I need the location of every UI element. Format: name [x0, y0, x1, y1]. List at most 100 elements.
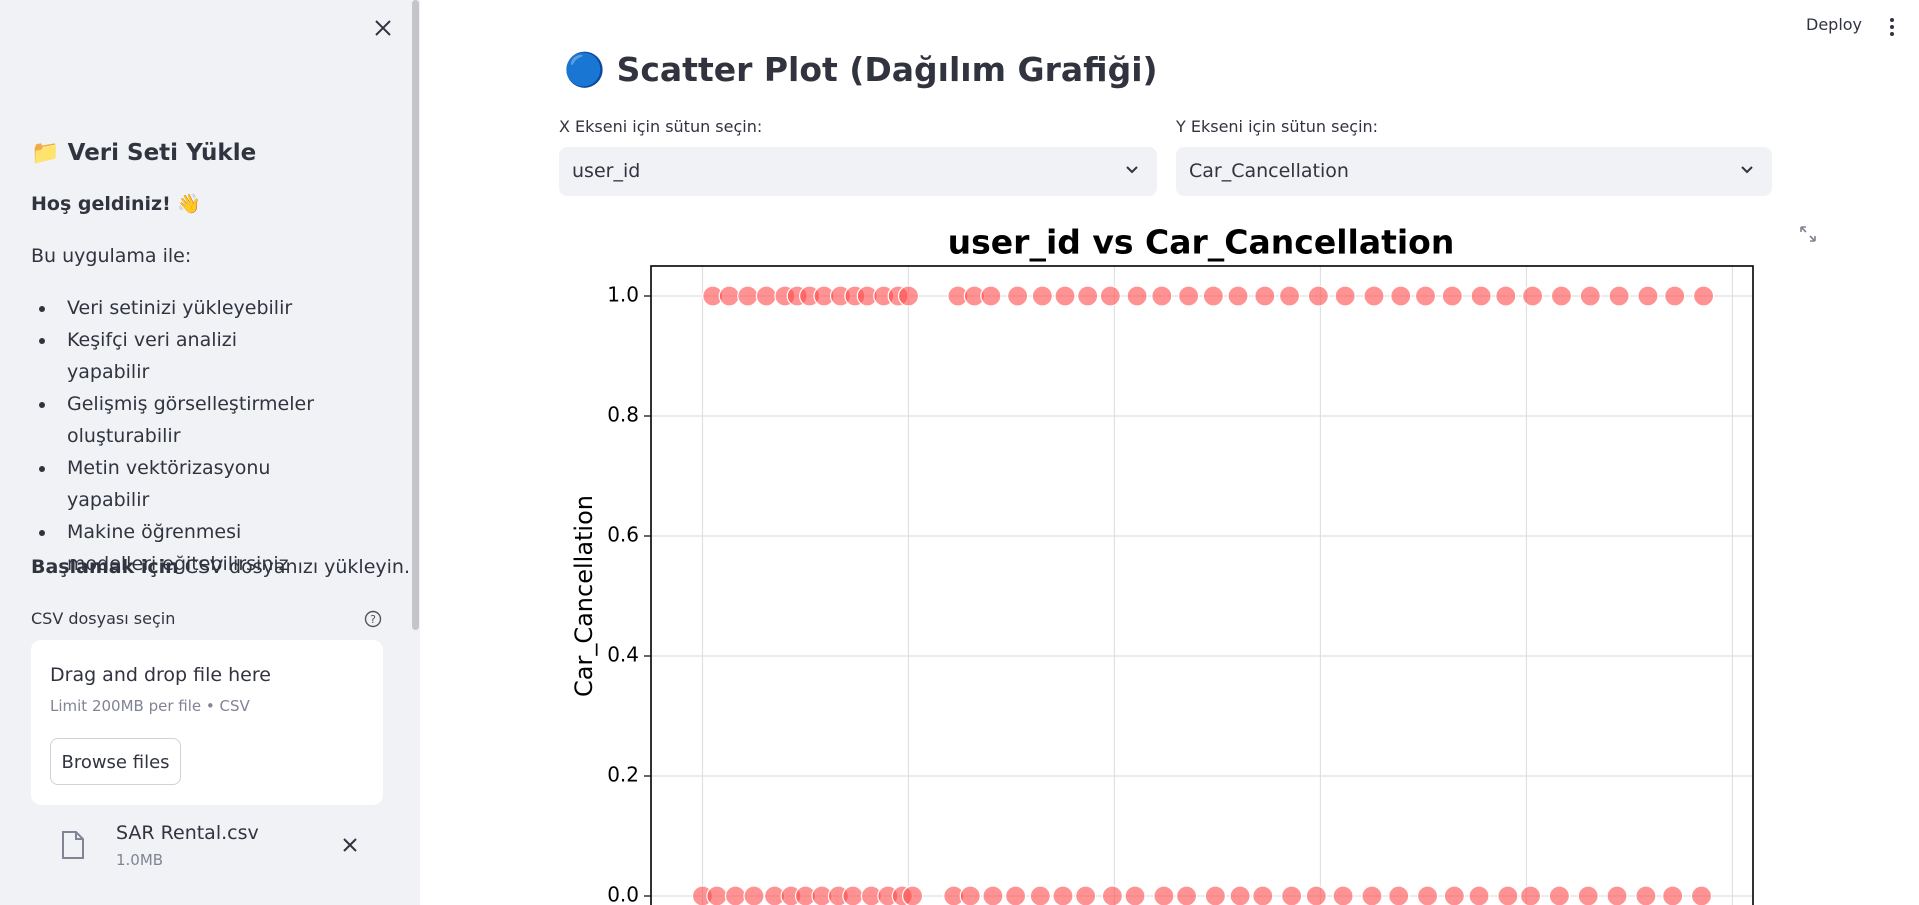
- point: [1548, 885, 1570, 905]
- point: [1363, 285, 1385, 307]
- point: [1151, 285, 1173, 307]
- start-rest: CSV dosyanızı yükleyin.: [184, 556, 410, 578]
- point: [1441, 285, 1463, 307]
- point: [1305, 885, 1327, 905]
- point: [1075, 885, 1097, 905]
- point: [1495, 285, 1517, 307]
- uploader-label: CSV dosyası seçin: [31, 609, 176, 628]
- welcome: Hoş geldiniz! 👋: [31, 193, 202, 215]
- chevron: [1126, 166, 1138, 174]
- point: [982, 885, 1004, 905]
- point: [1031, 285, 1053, 307]
- y-tick-label: 0.0: [607, 883, 639, 905]
- point: [1468, 885, 1490, 905]
- point: [1692, 285, 1715, 307]
- x-select-label: X Ekseni için sütun seçin:: [559, 117, 763, 136]
- point: [1579, 285, 1601, 307]
- point: [897, 285, 920, 307]
- page-title: 🔵 Scatter Plot (Dağılım Grafiği): [564, 50, 1158, 89]
- limit-text: Limit 200MB per file • CSV: [50, 697, 250, 715]
- point: [1029, 885, 1051, 905]
- point: [706, 885, 728, 905]
- point: [1497, 885, 1519, 905]
- point: [1252, 885, 1274, 905]
- point: [1281, 885, 1303, 905]
- point: [1227, 285, 1249, 307]
- point: [1332, 885, 1354, 905]
- start-bold: Başlamak için: [31, 556, 179, 578]
- intro: Bu uygulama ile:: [31, 245, 192, 267]
- point: [1007, 285, 1029, 307]
- point: [1175, 885, 1198, 905]
- point: [1635, 885, 1657, 905]
- point: [1577, 885, 1599, 905]
- point: [1606, 885, 1628, 905]
- point: [1126, 285, 1148, 307]
- dropzone-text: Drag and drop file here: [50, 664, 271, 686]
- axes-frame: [650, 265, 1754, 905]
- dropzone[interactable]: Drag and drop file here Limit 200MB per …: [31, 640, 383, 805]
- scrollbar[interactable]: [412, 0, 419, 630]
- list-item: Makine öğrenmesi modelleri eğitebilirsin…: [31, 516, 317, 580]
- point: [1416, 885, 1439, 905]
- point: [1550, 285, 1573, 307]
- point: [1254, 285, 1276, 307]
- chart-title: user_id vs Car_Cancellation: [948, 223, 1455, 262]
- list-item: Veri setinizi yükleyebilir: [31, 292, 317, 324]
- list-item: Gelişmiş görselleştirmeler oluşturabilir: [31, 388, 317, 452]
- point: [1414, 285, 1437, 307]
- point: [1637, 285, 1659, 307]
- x-select[interactable]: user_id: [559, 147, 1157, 196]
- point: [1202, 285, 1224, 307]
- fullscreen-button[interactable]: [1799, 225, 1817, 243]
- sidebar: 📁 Veri Seti Yükle Hoş geldiniz! 👋 Bu uyg…: [0, 0, 420, 905]
- chart: user_id vs Car_Cancellation Car_Cancella…: [570, 223, 1754, 905]
- y-tick-label: 1.0: [607, 283, 639, 307]
- point: [718, 285, 740, 307]
- point: [1052, 885, 1074, 905]
- svg-text:?: ?: [370, 613, 376, 626]
- point: [1664, 285, 1686, 307]
- y-axis-label: Car_Cancellation: [570, 495, 598, 697]
- help-icon[interactable]: ?: [364, 610, 382, 628]
- point: [980, 285, 1002, 307]
- point: [1662, 885, 1684, 905]
- point: [737, 285, 759, 307]
- y-tick-label: 0.4: [607, 643, 639, 667]
- point: [1204, 885, 1226, 905]
- list-item: Keşifçi veri analizi yapabilir: [31, 324, 317, 388]
- point: [1443, 885, 1465, 905]
- point: [1229, 885, 1251, 905]
- point: [1361, 885, 1383, 905]
- point: [1388, 885, 1410, 905]
- point: [842, 885, 864, 905]
- y-select[interactable]: Car_Cancellation: [1176, 147, 1772, 196]
- point: [1521, 285, 1544, 307]
- point: [1004, 885, 1027, 905]
- start-note: Başlamak için CSV dosyanızı yükleyin.: [31, 556, 410, 578]
- deploy-button[interactable]: Deploy: [1806, 15, 1863, 34]
- point: [1608, 285, 1630, 307]
- remove-file[interactable]: [342, 837, 358, 853]
- feature-list: Veri setinizi yükleyebilir Keşifçi veri …: [31, 292, 317, 580]
- close-sidebar[interactable]: [374, 19, 392, 37]
- browse-button[interactable]: Browse files: [50, 738, 181, 785]
- point: [724, 885, 747, 905]
- point: [1178, 285, 1200, 307]
- menu[interactable]: [1888, 16, 1896, 38]
- point: [1470, 285, 1492, 307]
- point: [959, 885, 981, 905]
- point: [1690, 885, 1713, 905]
- file-size: 1.0MB: [116, 851, 164, 869]
- point: [1278, 285, 1301, 307]
- point: [743, 885, 765, 905]
- y-tick-label: 0.8: [607, 403, 639, 427]
- y-select-label: Y Ekseni için sütun seçin:: [1176, 117, 1379, 136]
- point: [1054, 285, 1076, 307]
- y-tick-label: 0.6: [607, 523, 639, 547]
- point: [755, 285, 777, 307]
- y-tick-label: 0.2: [607, 763, 639, 787]
- file-name: SAR Rental.csv: [116, 822, 259, 844]
- heading: 📁 Veri Seti Yükle: [31, 140, 257, 166]
